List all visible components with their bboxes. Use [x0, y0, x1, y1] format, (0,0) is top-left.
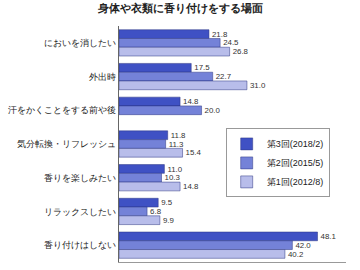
svg-text:10.3: 10.3 — [165, 173, 181, 182]
svg-text:26.8: 26.8 — [233, 47, 249, 56]
svg-text:香り付けはしない: 香り付けはしない — [44, 240, 116, 250]
svg-text:11.0: 11.0 — [167, 165, 182, 174]
svg-text:11.8: 11.8 — [171, 131, 186, 140]
svg-text:9.5: 9.5 — [161, 198, 173, 207]
svg-text:22.7: 22.7 — [216, 72, 231, 81]
svg-text:第1回(2012/8): 第1回(2012/8) — [267, 177, 324, 187]
svg-text:気分転換・リフレッシュ: 気分転換・リフレッシュ — [17, 139, 116, 149]
svg-text:15.4: 15.4 — [186, 148, 202, 157]
svg-text:11.3: 11.3 — [169, 140, 184, 149]
svg-text:汗をかくことをする前や後: 汗をかくことをする前や後 — [8, 105, 116, 115]
svg-text:第2回(2015/5): 第2回(2015/5) — [267, 158, 324, 168]
svg-text:20.0: 20.0 — [205, 106, 221, 115]
svg-text:14.8: 14.8 — [183, 182, 199, 191]
svg-text:40.2: 40.2 — [288, 250, 303, 259]
svg-text:リラックスしたい: リラックスしたい — [44, 207, 116, 217]
svg-text:香りを楽しみたい: 香りを楽しみたい — [44, 173, 116, 183]
svg-text:身体や衣類に香り付けをする場面: 身体や衣類に香り付けをする場面 — [97, 2, 263, 15]
svg-text:24.5: 24.5 — [223, 38, 239, 47]
svg-text:においを消したい: においを消したい — [44, 38, 116, 48]
svg-text:14.8: 14.8 — [183, 97, 199, 106]
svg-text:9.9: 9.9 — [163, 216, 174, 225]
svg-text:外出時: 外出時 — [89, 72, 116, 82]
svg-text:21.8: 21.8 — [212, 30, 228, 39]
svg-text:17.5: 17.5 — [194, 63, 210, 72]
svg-text:48.1: 48.1 — [321, 232, 336, 241]
svg-text:42.0: 42.0 — [295, 241, 311, 250]
svg-text:31.0: 31.0 — [250, 81, 266, 90]
svg-text:6.8: 6.8 — [150, 207, 162, 216]
svg-text:第3回(2018/2): 第3回(2018/2) — [267, 139, 324, 149]
